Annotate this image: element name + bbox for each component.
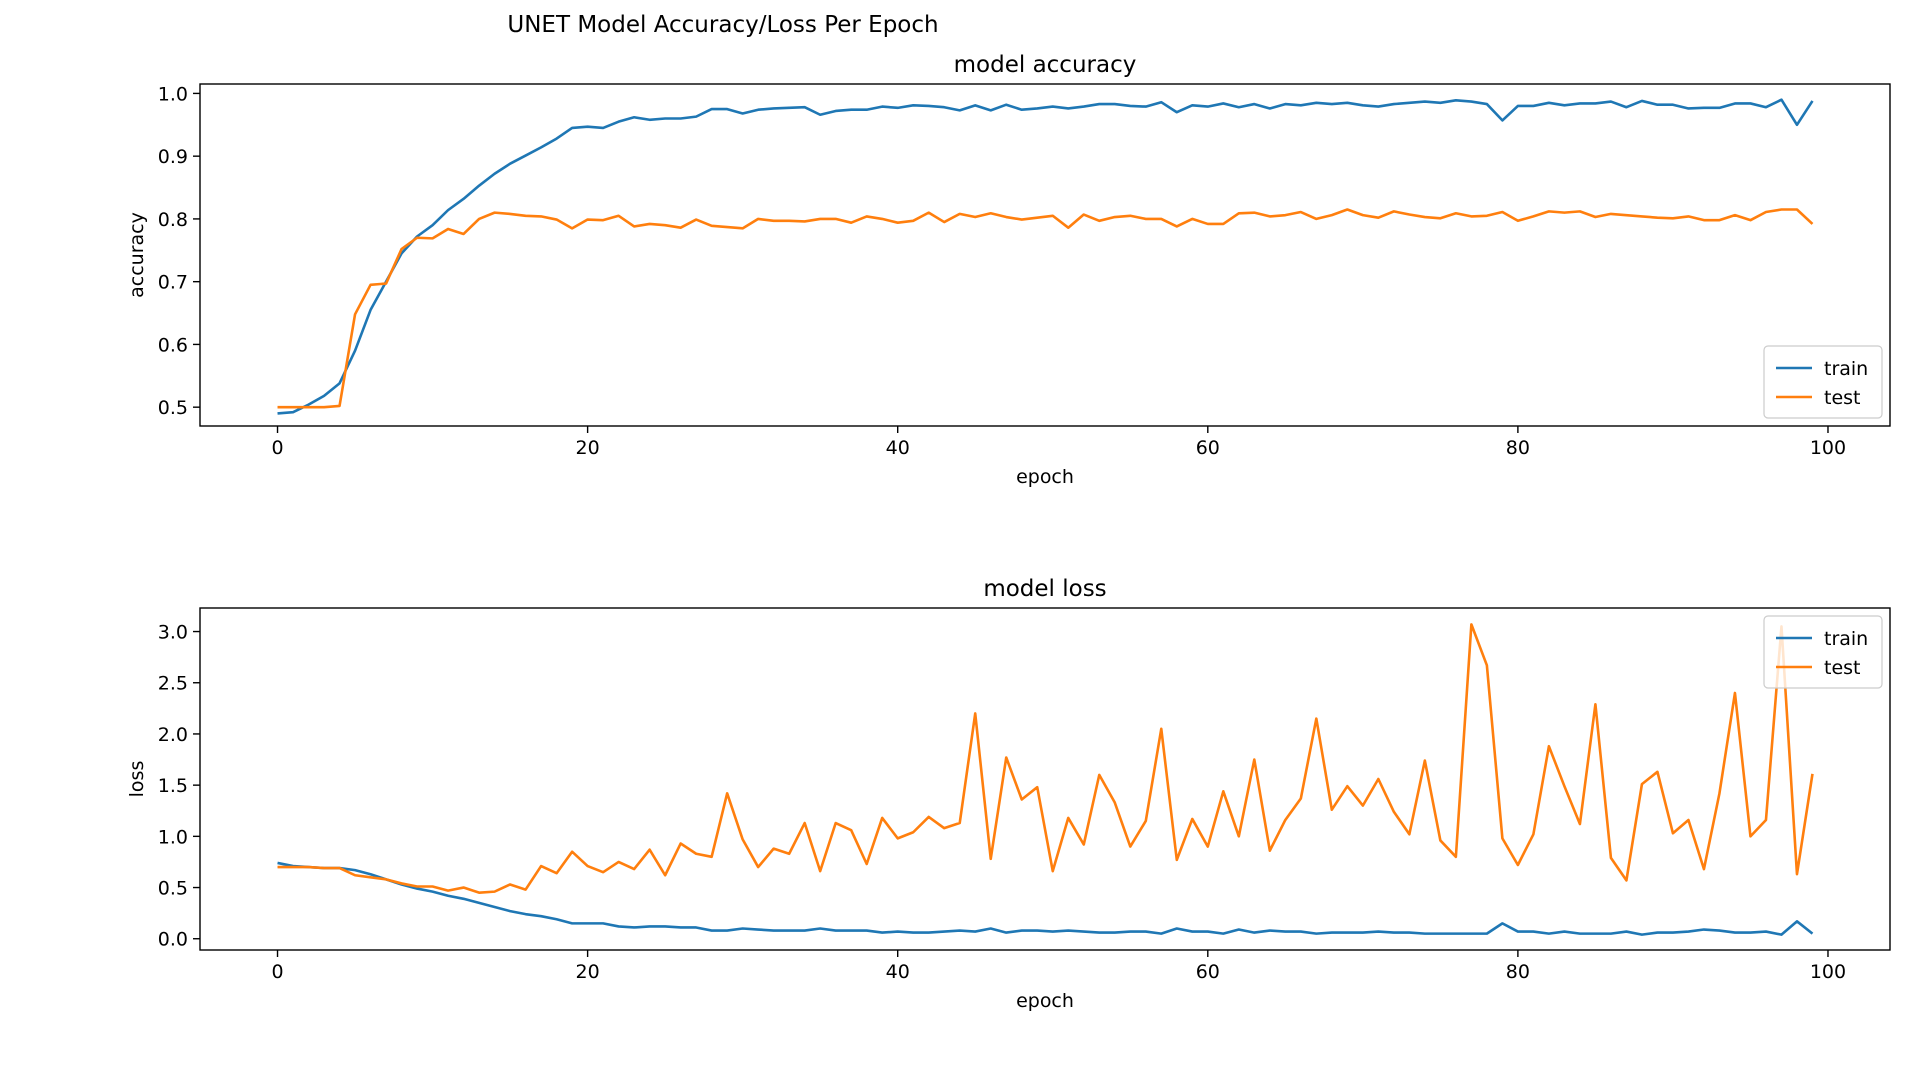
accuracy-title: model accuracy bbox=[954, 52, 1137, 78]
accuracy-legend-train-label: train bbox=[1824, 358, 1868, 380]
loss-xtick-label: 80 bbox=[1506, 961, 1530, 983]
accuracy-ytick-label: 0.9 bbox=[158, 146, 188, 168]
accuracy-legend-box bbox=[1763, 345, 1883, 419]
loss-xtick-label: 0 bbox=[271, 961, 283, 983]
accuracy-ytick-label: 1.0 bbox=[158, 83, 188, 105]
accuracy-ytick-label: 0.8 bbox=[158, 209, 188, 231]
loss-xtick-label: 20 bbox=[576, 961, 600, 983]
figure-suptitle: UNET Model Accuracy/Loss Per Epoch bbox=[507, 12, 938, 38]
loss-ytick-label: 2.0 bbox=[158, 724, 188, 746]
accuracy-xtick-label: 80 bbox=[1506, 437, 1530, 459]
loss-ylabel: loss bbox=[126, 761, 148, 798]
accuracy-xtick-label: 0 bbox=[271, 437, 283, 459]
loss-xlabel: epoch bbox=[1016, 990, 1074, 1012]
loss-ytick-label: 0.5 bbox=[158, 878, 188, 900]
loss-chart: model loss 0 20 40 60 80 100 0.0 0.5 1.0 1.5 2.0 2.5… bbox=[126, 576, 1891, 1012]
loss-legend-train-label: train bbox=[1824, 628, 1868, 650]
accuracy-ytick-label: 0.6 bbox=[158, 334, 188, 356]
accuracy-legend: train test bbox=[1763, 345, 1883, 419]
loss-legend-test-label: test bbox=[1824, 657, 1861, 679]
loss-ytick-label: 3.0 bbox=[158, 622, 188, 644]
loss-legend: train test bbox=[1763, 615, 1883, 689]
accuracy-legend-test-label: test bbox=[1824, 387, 1861, 409]
loss-xtick-label: 40 bbox=[886, 961, 910, 983]
accuracy-xtick-label: 20 bbox=[576, 437, 600, 459]
accuracy-test-line bbox=[277, 208, 1814, 409]
loss-ytick-label: 2.5 bbox=[158, 673, 188, 695]
loss-ytick-label: 0.0 bbox=[158, 929, 188, 951]
loss-test-line bbox=[277, 623, 1814, 894]
loss-legend-box bbox=[1763, 615, 1883, 689]
loss-xtick-label: 100 bbox=[1810, 961, 1846, 983]
loss-train-line bbox=[277, 861, 1814, 936]
loss-ytick-label: 1.0 bbox=[158, 826, 188, 848]
loss-ytick-label: 1.5 bbox=[158, 775, 188, 797]
accuracy-xtick-label: 40 bbox=[886, 437, 910, 459]
accuracy-axes-frame bbox=[199, 83, 1891, 427]
accuracy-train-line bbox=[277, 98, 1814, 415]
accuracy-ylabel: accuracy bbox=[126, 212, 148, 298]
accuracy-xtick-label: 100 bbox=[1810, 437, 1846, 459]
accuracy-xtick-label: 60 bbox=[1196, 437, 1220, 459]
accuracy-chart: model accuracy 0 20 40 60 80 100 0.5 0.6 0.7 0.8 0.… bbox=[126, 52, 1891, 488]
loss-title: model loss bbox=[983, 576, 1106, 602]
loss-axes-frame bbox=[199, 607, 1891, 951]
loss-xtick-label: 60 bbox=[1196, 961, 1220, 983]
accuracy-ytick-label: 0.7 bbox=[158, 272, 188, 294]
accuracy-xlabel: epoch bbox=[1016, 466, 1074, 488]
accuracy-ytick-label: 0.5 bbox=[158, 397, 188, 419]
